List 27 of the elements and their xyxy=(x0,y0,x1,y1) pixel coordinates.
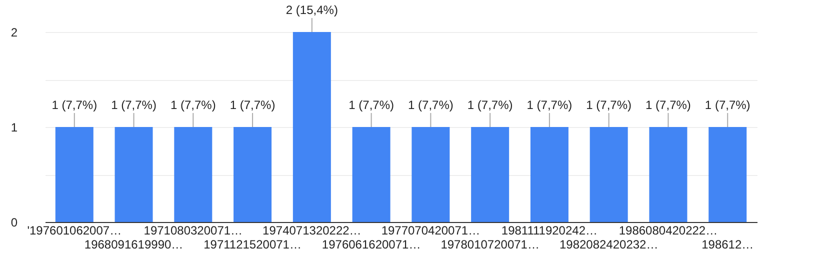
y-tick-label: 0 xyxy=(10,216,18,230)
x-tick-label: '197601062007… xyxy=(27,224,122,238)
x-tick-label: 1971080320071… xyxy=(144,224,243,238)
y-tick-label: 2 xyxy=(10,26,18,40)
data-label: 2 (15,4%) xyxy=(286,3,338,17)
data-label: 1 (7,7%) xyxy=(526,98,572,112)
data-label: 1 (7,7%) xyxy=(704,98,750,112)
x-tick-label: 1981111920242… xyxy=(501,224,598,238)
x-tick-label: 1976061620071… xyxy=(322,238,421,252)
data-label: 1 (7,7%) xyxy=(408,98,454,112)
x-tick-label: 1982082420232… xyxy=(559,238,658,252)
data-label: 1 (7,7%) xyxy=(467,98,513,112)
x-tick-label: 1968091619990… xyxy=(84,238,184,252)
data-label: 1 (7,7%) xyxy=(230,98,276,112)
x-tick-label: 1974071320222… xyxy=(262,224,362,238)
x-tick-label: 1986080420222… xyxy=(618,224,718,238)
data-label: 1 (7,7%) xyxy=(348,98,394,112)
data-label: 1 (7,7%) xyxy=(646,98,691,112)
x-tick-label: 1971121520071… xyxy=(204,238,302,252)
data-label: 1 (7,7%) xyxy=(170,98,216,112)
y-tick-label: 1 xyxy=(10,120,18,134)
x-tick-label: 1977070420071… xyxy=(381,224,480,238)
data-label: 1 (7,7%) xyxy=(52,98,98,112)
x-tick-label: 198612… xyxy=(702,238,754,252)
data-label: 1 (7,7%) xyxy=(586,98,632,112)
x-tick-label: 1978010720071… xyxy=(440,238,540,252)
data-label: 1 (7,7%) xyxy=(111,98,156,112)
